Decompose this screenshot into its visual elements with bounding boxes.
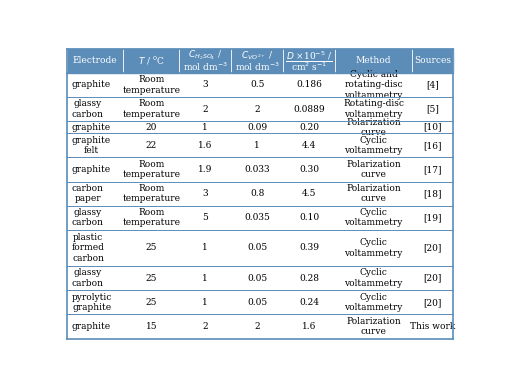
Text: Room
temperature: Room temperature bbox=[122, 99, 180, 119]
Text: Room
temperature: Room temperature bbox=[122, 75, 180, 95]
Text: Rotating-disc
voltammetry: Rotating-disc voltammetry bbox=[342, 99, 403, 119]
Text: 25: 25 bbox=[145, 243, 157, 253]
Text: This work: This work bbox=[409, 322, 454, 331]
Text: graphite: graphite bbox=[72, 322, 111, 331]
Text: Cyclic
voltammetry: Cyclic voltammetry bbox=[343, 136, 402, 155]
Text: mol dm$^{-3}$: mol dm$^{-3}$ bbox=[234, 61, 279, 73]
Text: graphite: graphite bbox=[72, 165, 111, 174]
Text: $T$ / $^0$C: $T$ / $^0$C bbox=[137, 55, 165, 67]
Text: glassy
carbon: glassy carbon bbox=[72, 99, 104, 119]
Text: 0.8: 0.8 bbox=[249, 189, 264, 198]
Text: $C_{H_2SO_4}$ /: $C_{H_2SO_4}$ / bbox=[188, 49, 222, 62]
Text: Electrode: Electrode bbox=[73, 57, 117, 65]
Text: Cyclic
voltammetry: Cyclic voltammetry bbox=[343, 269, 402, 288]
Text: [19]: [19] bbox=[423, 213, 441, 222]
Text: 1: 1 bbox=[202, 243, 208, 253]
Text: cm$^2$ s$^{-1}$: cm$^2$ s$^{-1}$ bbox=[290, 61, 327, 73]
Text: [18]: [18] bbox=[423, 189, 441, 198]
Text: $D$ ×10$^{-5}$ /: $D$ ×10$^{-5}$ / bbox=[285, 49, 332, 62]
Bar bbox=[67, 49, 452, 73]
Text: Method: Method bbox=[355, 57, 390, 65]
Text: 1: 1 bbox=[202, 123, 208, 132]
Text: [17]: [17] bbox=[423, 165, 441, 174]
Text: 0.05: 0.05 bbox=[246, 298, 267, 307]
Text: [20]: [20] bbox=[423, 274, 441, 283]
Text: mol dm$^{-3}$: mol dm$^{-3}$ bbox=[182, 61, 227, 73]
Text: 15: 15 bbox=[145, 322, 157, 331]
Text: 1.9: 1.9 bbox=[197, 165, 212, 174]
Text: plastic
formed
carbon: plastic formed carbon bbox=[72, 233, 105, 263]
Text: 5: 5 bbox=[202, 213, 208, 222]
Text: 0.10: 0.10 bbox=[298, 213, 319, 222]
Text: 0.5: 0.5 bbox=[249, 81, 264, 89]
Text: glassy
carbon: glassy carbon bbox=[72, 269, 104, 288]
Text: 0.30: 0.30 bbox=[298, 165, 319, 174]
Text: graphite: graphite bbox=[72, 81, 111, 89]
Text: Polarization
curve: Polarization curve bbox=[345, 317, 400, 336]
Text: Polarization
curve: Polarization curve bbox=[345, 118, 400, 137]
Text: 0.186: 0.186 bbox=[295, 81, 321, 89]
Text: [20]: [20] bbox=[423, 298, 441, 307]
Text: [20]: [20] bbox=[423, 243, 441, 253]
Text: Room
temperature: Room temperature bbox=[122, 208, 180, 228]
Text: Cyclic
voltammetry: Cyclic voltammetry bbox=[343, 238, 402, 258]
Text: pyrolytic
graphite: pyrolytic graphite bbox=[72, 293, 112, 312]
Text: 4.5: 4.5 bbox=[301, 189, 316, 198]
Text: Room
temperature: Room temperature bbox=[122, 184, 180, 203]
Text: [16]: [16] bbox=[423, 141, 441, 150]
Text: 3: 3 bbox=[202, 81, 208, 89]
Text: 1: 1 bbox=[202, 298, 208, 307]
Text: 4.4: 4.4 bbox=[301, 141, 316, 150]
Text: 0.09: 0.09 bbox=[246, 123, 267, 132]
Text: 1: 1 bbox=[202, 274, 208, 283]
Text: Cyclic
voltammetry: Cyclic voltammetry bbox=[343, 293, 402, 312]
Text: Cyclic and
rotating-disc
voltammetry: Cyclic and rotating-disc voltammetry bbox=[343, 70, 402, 100]
Text: 2: 2 bbox=[202, 105, 208, 113]
Text: [10]: [10] bbox=[423, 123, 441, 132]
Text: carbon
paper: carbon paper bbox=[72, 184, 104, 203]
Text: 0.20: 0.20 bbox=[298, 123, 319, 132]
Text: 2: 2 bbox=[254, 105, 260, 113]
Text: graphite
felt: graphite felt bbox=[72, 136, 111, 155]
Text: graphite: graphite bbox=[72, 123, 111, 132]
Text: Sources: Sources bbox=[414, 57, 450, 65]
Text: [5]: [5] bbox=[425, 105, 438, 113]
Text: 1: 1 bbox=[254, 141, 260, 150]
Text: 0.39: 0.39 bbox=[298, 243, 319, 253]
Text: 25: 25 bbox=[145, 298, 157, 307]
Text: 2: 2 bbox=[202, 322, 208, 331]
Text: Polarization
curve: Polarization curve bbox=[345, 184, 400, 203]
Text: 20: 20 bbox=[145, 123, 157, 132]
Text: 25: 25 bbox=[145, 274, 157, 283]
Text: 3: 3 bbox=[202, 189, 208, 198]
Text: Room
temperature: Room temperature bbox=[122, 160, 180, 179]
Text: 2: 2 bbox=[254, 322, 260, 331]
Text: 1.6: 1.6 bbox=[301, 322, 316, 331]
Text: [4]: [4] bbox=[425, 81, 438, 89]
Text: glassy
carbon: glassy carbon bbox=[72, 208, 104, 228]
Text: 0.05: 0.05 bbox=[246, 274, 267, 283]
Text: 0.033: 0.033 bbox=[244, 165, 270, 174]
Text: 0.05: 0.05 bbox=[246, 243, 267, 253]
Text: $C_{VO^{2+}}$ /: $C_{VO^{2+}}$ / bbox=[240, 49, 273, 62]
Text: 0.28: 0.28 bbox=[298, 274, 319, 283]
Text: Cyclic
voltammetry: Cyclic voltammetry bbox=[343, 208, 402, 228]
Text: 1.6: 1.6 bbox=[197, 141, 212, 150]
Text: 0.0889: 0.0889 bbox=[293, 105, 324, 113]
Text: 22: 22 bbox=[145, 141, 157, 150]
Text: 0.24: 0.24 bbox=[298, 298, 319, 307]
Text: 0.035: 0.035 bbox=[244, 213, 270, 222]
Text: Polarization
curve: Polarization curve bbox=[345, 160, 400, 179]
